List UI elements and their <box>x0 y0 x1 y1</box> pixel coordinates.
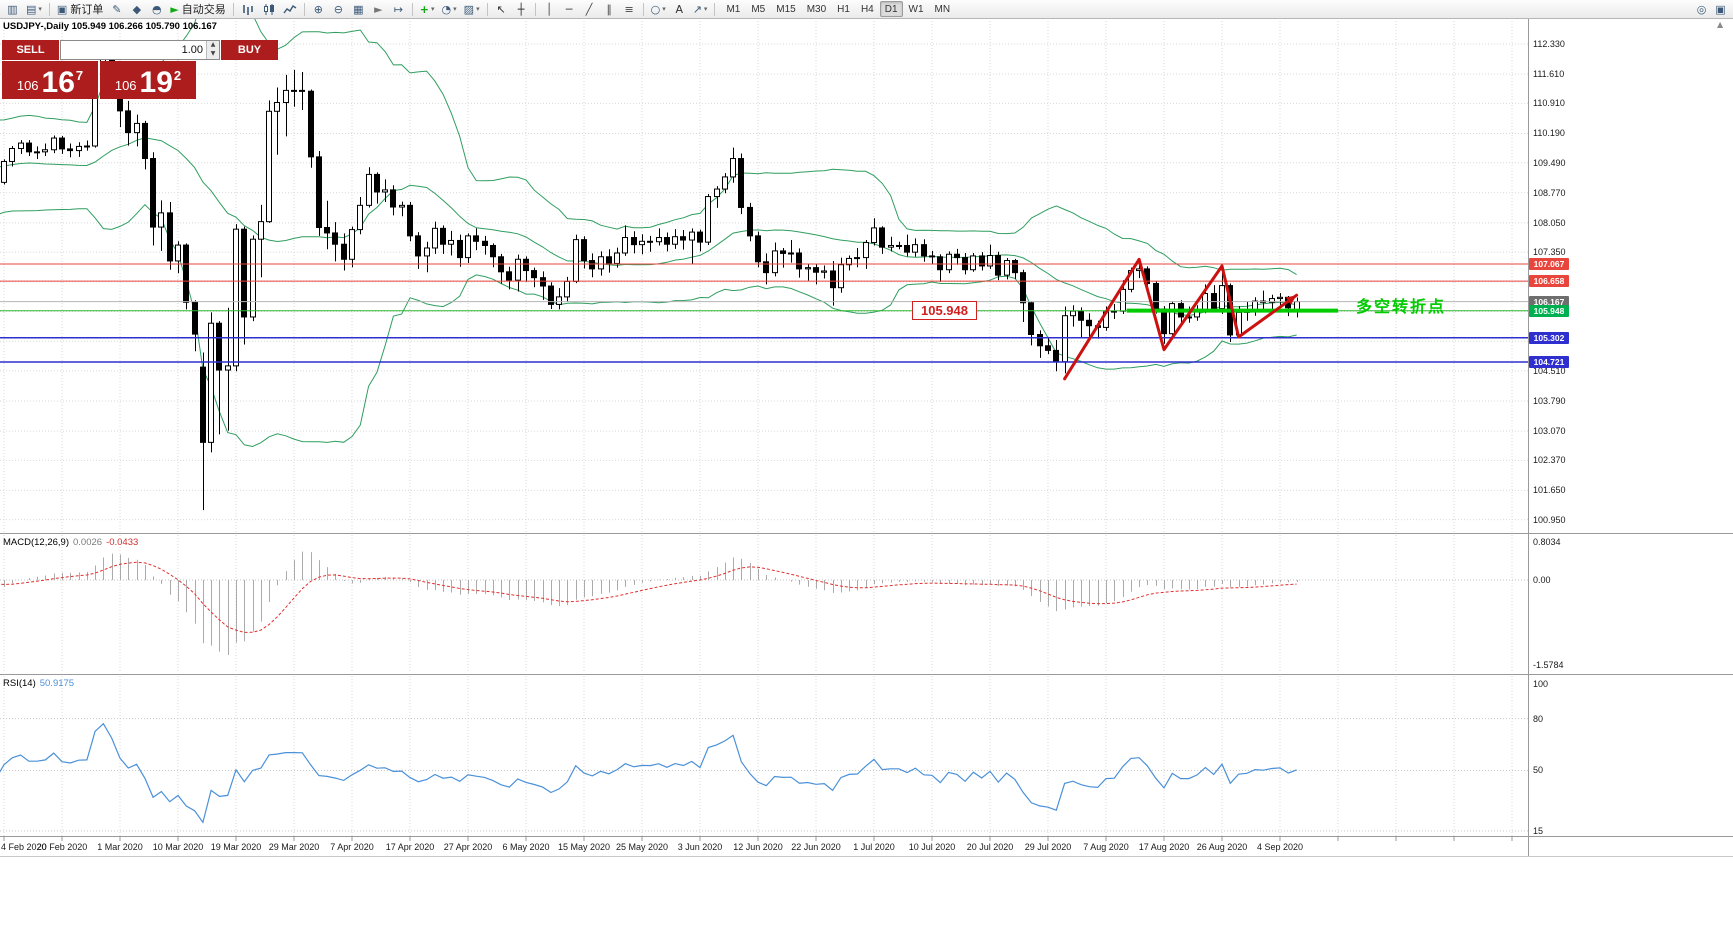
line-chart-icon[interactable] <box>280 1 300 18</box>
toolbar-separator <box>534 2 536 16</box>
toolbar-separator <box>48 2 50 16</box>
buy-price-main: 106 <box>114 78 137 93</box>
cursor-icon[interactable]: ↖ <box>496 2 506 16</box>
timeframe-bar: M1 M5 M15 M30 H1 H4 D1 W1 MN <box>721 1 955 17</box>
toolbar-separator <box>486 2 488 16</box>
scroll-up-icon[interactable]: ▲ <box>1717 20 1724 29</box>
new-order-button[interactable]: ▣ 新订单 <box>56 2 104 17</box>
timeframe-d1[interactable]: D1 <box>879 1 903 17</box>
metaeditor-icon[interactable]: ✎ <box>112 2 122 16</box>
timeframe-m1[interactable]: M1 <box>726 4 741 15</box>
profiles-icon[interactable]: ▤ ▾ <box>26 2 42 16</box>
macd-main-value: 0.0026 <box>73 537 103 548</box>
volume-field[interactable]: ▲ ▼ <box>60 40 220 60</box>
timeframe-m30[interactable]: M30 <box>806 4 827 15</box>
candles-layer <box>1 48 1300 511</box>
search-icon[interactable]: ◎ <box>1696 2 1707 16</box>
trendline-icon[interactable]: ╱ <box>585 2 593 16</box>
zigzag-arrowhead <box>1285 295 1297 305</box>
timeframe-h1[interactable]: H1 <box>837 4 850 15</box>
rsi-layer <box>0 718 1528 832</box>
arrows-icon[interactable]: ↗ ▾ <box>692 2 708 16</box>
macd-name: MACD(12,26,9) <box>3 537 69 548</box>
toolbar-right-icons: ◎ ▣ <box>1692 1 1730 18</box>
turning-point-annotation[interactable]: 多空转折点 <box>1356 299 1447 316</box>
sell-price-main: 106 <box>16 78 39 93</box>
volume-up-icon[interactable]: ▲ <box>207 41 219 50</box>
sell-label: SELL <box>2 40 59 60</box>
volume-down-icon[interactable]: ▼ <box>207 50 219 59</box>
templates-icon[interactable]: ▨ ▾ <box>463 2 480 16</box>
zoom-in-icon[interactable]: ⊕ <box>313 2 323 16</box>
indicators-icon[interactable]: + ▾ <box>419 2 435 16</box>
horizontal-line-icon[interactable]: ─ <box>565 2 573 16</box>
buy-button[interactable]: 106 19 2 <box>100 61 196 99</box>
signals-icon[interactable]: ◓ <box>152 2 162 16</box>
toolbar: ▥ ▤ ▾ ▣ 新订单 ✎ ◆ ◓ ► 自动交易 ⊕ ⊖ ▦ ► ↦ + ▾ ◔ ▾ ▨ ▾ ↖ ┼ │ ─ ╱ ∥ ≡ ○ ▾ A ↗ ▾ M1… <box>0 0 1733 19</box>
timeframe-mn[interactable]: MN <box>934 4 951 15</box>
rsi-value: 50.9175 <box>39 678 75 689</box>
auto-scroll-icon[interactable]: ► <box>374 2 383 16</box>
bars-chart-icon[interactable] <box>238 1 258 18</box>
rsi-indicator-label: RSI(14) 50.9175 <box>3 678 74 689</box>
new-chart-icon[interactable]: ▥ <box>7 2 18 16</box>
toolbar-separator <box>232 2 234 16</box>
text-icon[interactable]: A <box>675 2 683 16</box>
buy-price-big: 19 <box>139 66 173 99</box>
timeframe-m5[interactable]: M5 <box>751 4 766 15</box>
timeframe-h4[interactable]: H4 <box>860 4 874 15</box>
macd-indicator-label: MACD(12,26,9) 0.0026 -0.0433 <box>3 537 138 548</box>
crosshair-icon[interactable]: ┼ <box>517 2 525 16</box>
symbol-ohlc-header: USDJPY-,Daily 105.949 106.266 105.790 10… <box>3 21 217 32</box>
zoom-out-icon[interactable]: ⊖ <box>333 2 343 16</box>
rsi-name: RSI(14) <box>3 678 36 689</box>
timeframe-m15[interactable]: M15 <box>776 4 796 15</box>
buy-price-sup: 2 <box>173 68 182 83</box>
macd-signal-value: -0.0433 <box>106 537 139 548</box>
sell-price-sup: 7 <box>75 68 84 83</box>
sell-button[interactable]: 106 16 7 <box>2 61 98 99</box>
timeframe-w1[interactable]: W1 <box>908 4 924 15</box>
tile-windows-icon[interactable]: ▦ <box>353 2 364 16</box>
fibonacci-icon[interactable]: ≡ <box>624 2 634 16</box>
vertical-line-icon[interactable]: │ <box>545 2 553 16</box>
zigzag-trend-drawing[interactable] <box>1063 257 1299 381</box>
chart-shift-icon[interactable]: ↦ <box>393 2 403 16</box>
market-icon[interactable]: ◆ <box>132 2 142 16</box>
horizontal-lines-layer[interactable] <box>0 263 1528 363</box>
shapes-icon[interactable]: ○ ▾ <box>650 2 666 16</box>
channel-icon[interactable]: ∥ <box>606 2 612 16</box>
autotrading-button[interactable]: ► 自动交易 <box>170 2 226 17</box>
toolbar-separator <box>642 2 644 16</box>
layout-icon[interactable]: ▣ <box>1715 2 1726 16</box>
toolbar-separator <box>714 2 716 16</box>
pane-separators <box>0 18 1733 857</box>
toolbar-separator <box>303 2 305 16</box>
volume-input[interactable] <box>61 41 206 59</box>
one-click-trading-panel: SELL ▲ ▼ BUY 106 16 7 106 19 2 <box>2 40 278 99</box>
price-level-annotation[interactable]: 105.948 <box>912 301 977 320</box>
buy-label: BUY <box>221 40 278 60</box>
periods-icon[interactable]: ◔ ▾ <box>441 2 457 16</box>
grid-layer <box>0 18 1528 836</box>
toolbar-separator <box>411 2 413 16</box>
macd-layer <box>0 551 1528 655</box>
sell-price-big: 16 <box>41 66 75 99</box>
candles-chart-icon[interactable] <box>259 1 279 18</box>
